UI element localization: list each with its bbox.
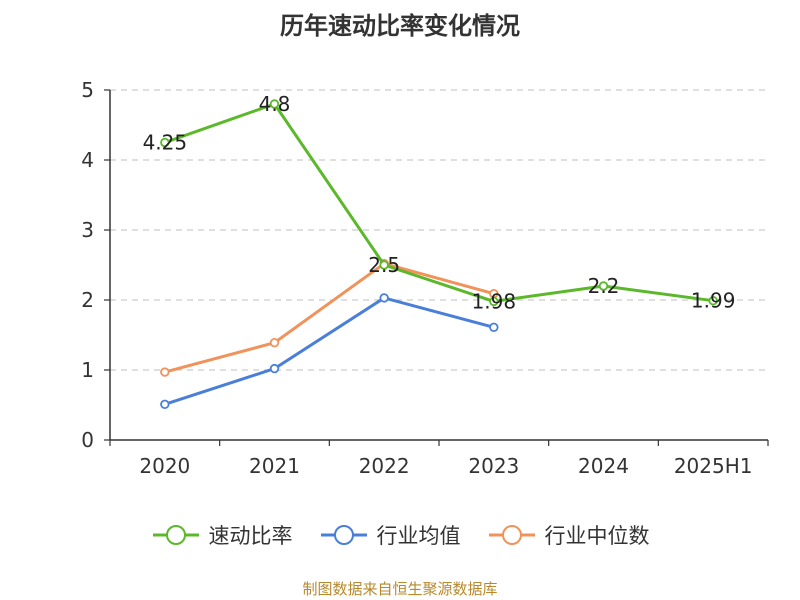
series-lines <box>160 99 718 409</box>
chart-title: 历年速动比率变化情况 <box>280 12 520 40</box>
legend-marker-icon <box>320 525 367 545</box>
grid-lines <box>110 89 768 371</box>
legend-label: 行业中位数 <box>544 524 650 548</box>
y-tick-label: 3 <box>81 218 94 242</box>
series-point-0 <box>160 137 170 148</box>
x-tick-label: 2020 <box>139 454 190 478</box>
x-tick-label: 2023 <box>468 454 519 478</box>
data-label: 1.98 <box>472 289 517 313</box>
x-tick-label: 2025H1 <box>674 454 753 478</box>
legend: 速动比率 行业均值 行业中位数 <box>0 520 800 550</box>
y-tick-label: 0 <box>81 428 94 452</box>
series-point-0 <box>269 99 280 109</box>
legend-label: 行业均值 <box>376 524 461 548</box>
data-label: 1.99 <box>691 289 736 313</box>
data-label: 2.2 <box>588 274 620 298</box>
source-note: 制图数据来自恒生聚源数据库 <box>302 580 498 598</box>
x-tick-label: 2021 <box>249 454 300 478</box>
x-tick-label: 2024 <box>578 454 629 478</box>
series-point-1 <box>489 322 499 332</box>
y-tick-label: 2 <box>81 288 94 312</box>
series-point-1 <box>269 363 280 374</box>
data-label: 4.8 <box>259 92 291 116</box>
y-tick-label: 4 <box>81 148 94 172</box>
series-point-2 <box>269 338 280 348</box>
series-point-1 <box>160 399 170 409</box>
series-line-0 <box>164 102 714 303</box>
legend-item-2[interactable]: 行业中位数 <box>487 520 650 550</box>
data-label: 4.25 <box>143 131 188 155</box>
data-labels: 4.25 4.8 2.5 1.98 2.2 1.99 <box>143 92 736 313</box>
legend-label: 速动比率 <box>208 524 293 548</box>
x-tick-label: 2022 <box>359 454 410 478</box>
y-tick-label: 5 <box>81 78 94 102</box>
series-point-0 <box>489 296 499 307</box>
series-point-0 <box>708 296 718 306</box>
series-line-2 <box>164 262 495 374</box>
series-line-1 <box>164 296 495 406</box>
series-point-2 <box>160 367 170 377</box>
series-point-1 <box>379 293 389 303</box>
data-label: 2.5 <box>368 253 400 277</box>
axes: 0 1 2 3 4 5 2020 2021 2022 2023 2024 2025H1 <box>81 78 769 478</box>
series-point-0 <box>379 260 389 270</box>
legend-item-1[interactable]: 行业均值 <box>319 520 461 550</box>
legend-marker-icon <box>488 525 535 545</box>
legend-item-0[interactable]: 速动比率 <box>151 520 293 550</box>
series-point-0 <box>598 281 609 291</box>
legend-marker-icon <box>152 525 199 545</box>
y-tick-label: 1 <box>81 358 94 382</box>
